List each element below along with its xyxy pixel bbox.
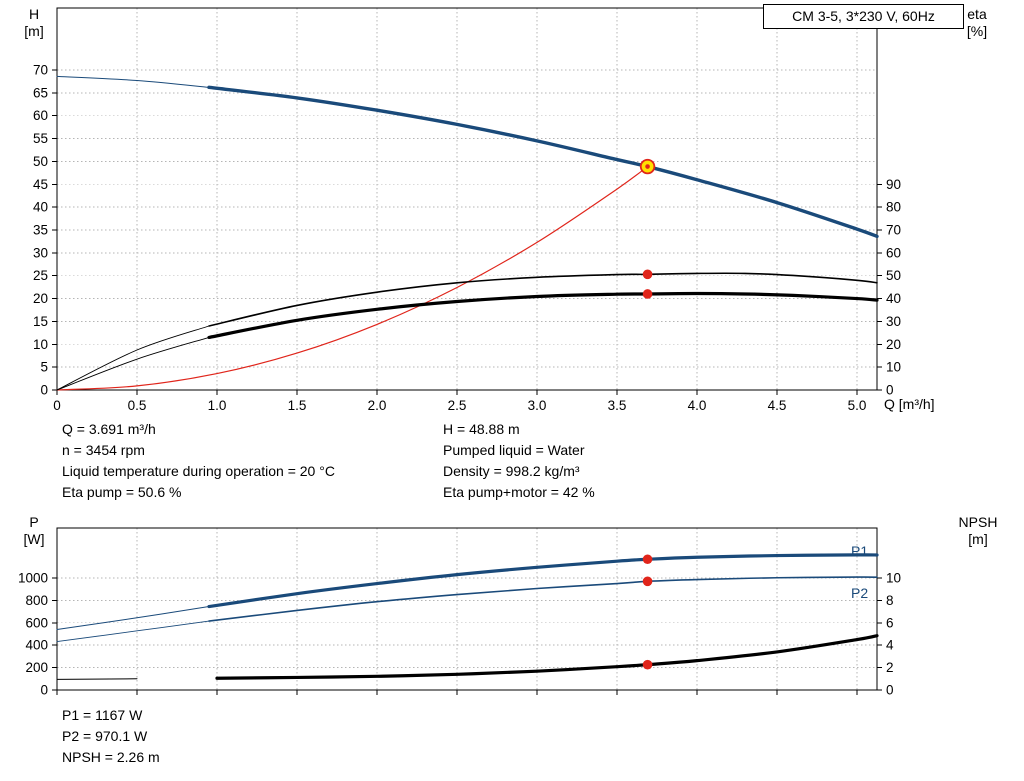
- svg-text:15: 15: [33, 314, 48, 329]
- svg-text:2.0: 2.0: [368, 398, 387, 413]
- svg-text:35: 35: [33, 222, 48, 237]
- svg-text:40: 40: [886, 291, 901, 306]
- svg-text:6: 6: [886, 615, 894, 630]
- qh-eta-chart: 0 5 10 15 20 25 30 35 40 45 50 55 60 65 70 0 10 20 30 40 50 6…: [33, 7, 901, 413]
- h-axis-unit: [m]: [24, 23, 44, 39]
- eta-pump-readout: Eta pump = 50.6 %: [62, 484, 182, 500]
- svg-text:4.0: 4.0: [688, 398, 707, 413]
- svg-text:5.0: 5.0: [848, 398, 867, 413]
- p1-curve-label: P1: [851, 543, 869, 559]
- duty-readout-left-column: Q = 3.691 m³/h n = 3454 rpm Liquid tempe…: [62, 419, 335, 503]
- svg-text:45: 45: [33, 177, 48, 192]
- svg-text:50: 50: [886, 268, 901, 283]
- svg-text:4.5: 4.5: [768, 398, 787, 413]
- svg-text:60: 60: [886, 245, 901, 260]
- p-axis-label: P: [29, 514, 39, 530]
- svg-text:2: 2: [886, 660, 894, 675]
- p2-readout: P2 = 970.1 W: [62, 728, 148, 744]
- svg-text:2.5: 2.5: [448, 398, 467, 413]
- svg-text:1000: 1000: [18, 570, 48, 585]
- eta-axis-label: eta: [967, 6, 987, 22]
- svg-text:0: 0: [40, 683, 48, 698]
- density-readout: Density = 998.2 kg/m³: [443, 463, 580, 479]
- duty-readout-right-column: H = 48.88 m Pumped liquid = Water Densit…: [443, 419, 595, 503]
- svg-text:60: 60: [33, 108, 48, 123]
- npsh-readout: NPSH = 2.26 m: [62, 749, 160, 765]
- svg-text:0: 0: [886, 383, 894, 398]
- svg-text:3.5: 3.5: [608, 398, 627, 413]
- svg-text:3.0: 3.0: [528, 398, 547, 413]
- power-readout-column: P1 = 1167 W P2 = 970.1 W NPSH = 2.26 m: [62, 705, 160, 768]
- svg-text:30: 30: [886, 314, 901, 329]
- liquid-temp-readout: Liquid temperature during operation = 20…: [62, 463, 335, 479]
- svg-text:25: 25: [33, 268, 48, 283]
- svg-text:10: 10: [886, 360, 901, 375]
- svg-text:90: 90: [886, 177, 901, 192]
- svg-text:8: 8: [886, 593, 894, 608]
- head-readout: H = 48.88 m: [443, 421, 520, 437]
- svg-text:5: 5: [40, 360, 48, 375]
- curve-info-box: CM 3-5, 3*230 V, 60Hz: [763, 4, 964, 29]
- svg-text:10: 10: [33, 337, 48, 352]
- power-npsh-chart: 0 200 400 600 800 1000 0 2 4 6 8 10: [18, 527, 901, 698]
- curve-duty-dot: [642, 659, 653, 670]
- svg-text:70: 70: [33, 62, 48, 77]
- p2-curve-label: P2: [851, 585, 869, 601]
- npsh-axis-label: NPSH: [958, 514, 998, 530]
- svg-text:20: 20: [33, 291, 48, 306]
- svg-text:0: 0: [53, 398, 61, 413]
- svg-text:0: 0: [886, 683, 894, 698]
- npsh-axis-unit: [m]: [968, 531, 988, 547]
- svg-text:55: 55: [33, 131, 48, 146]
- svg-text:600: 600: [25, 615, 48, 630]
- svg-text:20: 20: [886, 337, 901, 352]
- svg-text:200: 200: [25, 660, 48, 675]
- svg-text:50: 50: [33, 154, 48, 169]
- svg-text:1.5: 1.5: [288, 398, 307, 413]
- q-axis-label: Q [m³/h]: [884, 396, 935, 412]
- svg-text:10: 10: [886, 570, 901, 585]
- svg-text:1.0: 1.0: [208, 398, 227, 413]
- curve-duty-dot: [642, 269, 653, 280]
- p-axis-unit: [W]: [23, 531, 45, 547]
- p1-readout: P1 = 1167 W: [62, 707, 143, 723]
- curve-duty-dot: [642, 576, 653, 587]
- eta-pump-motor-readout: Eta pump+motor = 42 %: [443, 484, 595, 500]
- svg-text:0.5: 0.5: [128, 398, 147, 413]
- svg-text:80: 80: [886, 200, 901, 215]
- svg-text:0: 0: [40, 383, 48, 398]
- h-axis-label: H: [28, 6, 40, 22]
- svg-text:65: 65: [33, 85, 48, 100]
- speed-readout: n = 3454 rpm: [62, 442, 145, 458]
- svg-text:400: 400: [25, 638, 48, 653]
- svg-text:800: 800: [25, 593, 48, 608]
- svg-text:40: 40: [33, 200, 48, 215]
- eta-axis-unit: [%]: [966, 23, 988, 39]
- svg-text:70: 70: [886, 222, 901, 237]
- curve-duty-dot: [642, 554, 653, 565]
- svg-text:4: 4: [886, 638, 894, 653]
- pumped-liquid-readout: Pumped liquid = Water: [443, 442, 585, 458]
- curve-duty-dot: [642, 289, 653, 299]
- svg-text:30: 30: [33, 245, 48, 260]
- flow-readout: Q = 3.691 m³/h: [62, 421, 156, 437]
